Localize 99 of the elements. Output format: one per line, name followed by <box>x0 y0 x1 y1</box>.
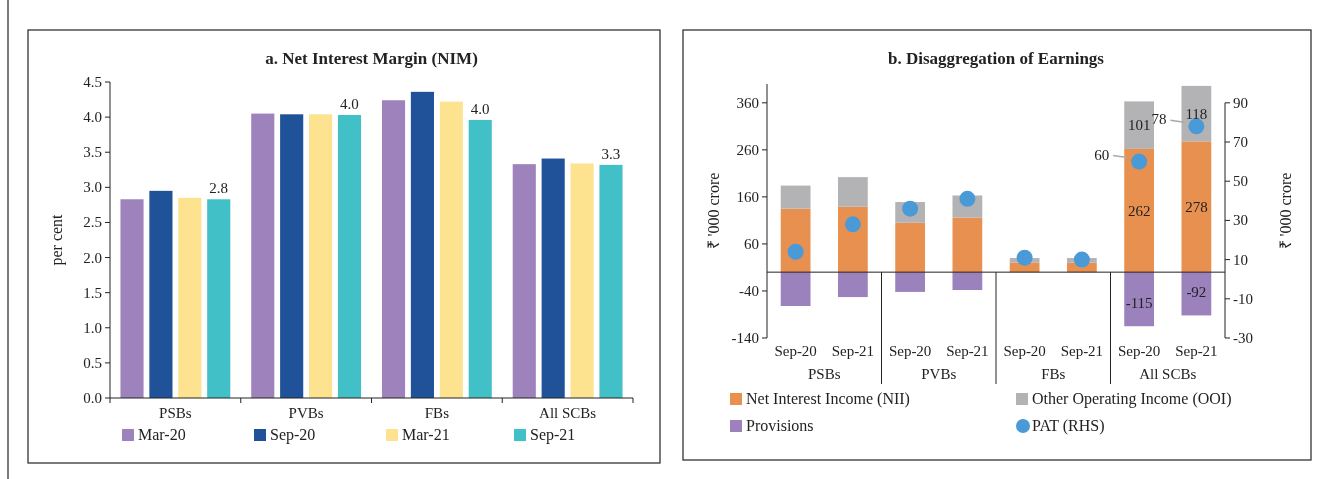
x-tick-label: Sep-21 <box>1060 343 1104 359</box>
data-label: -92 <box>1186 284 1207 301</box>
y-tick-label: 2.0 <box>83 249 102 266</box>
x-tick-label: Sep-20 <box>774 343 817 359</box>
legend-label: Provisions <box>746 417 814 434</box>
bar <box>599 164 623 398</box>
bar <box>120 199 144 398</box>
bar <box>1124 148 1155 273</box>
x-tick-label: Sep-20 <box>1117 343 1161 359</box>
bar <box>837 206 868 273</box>
data-label: 60 <box>1094 146 1110 163</box>
bar <box>780 185 811 209</box>
bar <box>1181 141 1212 273</box>
legend-label: Mar-21 <box>402 426 450 443</box>
point <box>1016 249 1033 266</box>
y-tick-label: 2.5 <box>83 214 102 231</box>
bar <box>541 158 565 398</box>
data-label: 4.0 <box>340 96 359 112</box>
y-tick-label: 3.5 <box>83 144 102 161</box>
bar <box>1181 272 1212 316</box>
bar <box>280 114 304 398</box>
legend-label: PAT (RHS) <box>1032 417 1105 435</box>
y-tick-label: 1.0 <box>83 319 102 336</box>
y-tick-label: 160 <box>736 188 759 205</box>
point <box>1188 118 1205 135</box>
bar <box>381 100 406 398</box>
x-tick-label: All SCBs <box>539 405 597 421</box>
bar <box>952 217 983 273</box>
data-label: 3.3 <box>601 145 621 162</box>
data-label: 4.0 <box>470 100 490 117</box>
bar <box>309 114 333 398</box>
bar <box>149 190 173 398</box>
y-tick-label: 1.5 <box>83 284 102 301</box>
bar <box>410 91 434 398</box>
y2-tick-label: 30 <box>1233 212 1248 229</box>
y-tick-label: 60 <box>744 235 759 252</box>
bar <box>251 113 275 398</box>
data-label: 118 <box>1185 105 1208 122</box>
y2-tick-label: 50 <box>1233 173 1248 190</box>
x-tick-label: Sep-21 <box>831 343 875 359</box>
y-tick-label: 360 <box>736 94 759 111</box>
data-label: 2.8 <box>209 180 229 197</box>
bar <box>468 119 492 398</box>
x-tick-label: Sep-21 <box>1175 343 1218 359</box>
y-tick-label: 0.5 <box>83 354 102 371</box>
y2-axis-title: ₹ '000 crore <box>1277 172 1294 250</box>
bar <box>512 164 536 398</box>
data-label: 278 <box>1185 198 1208 215</box>
y2-tick-label: 10 <box>1233 251 1248 268</box>
x-tick-label: FBs <box>424 405 450 421</box>
y-tick-label: 4.0 <box>83 109 102 126</box>
legend-label: Mar-20 <box>138 426 186 443</box>
y-tick-label: 0.0 <box>83 390 102 406</box>
bar <box>895 272 926 292</box>
bar <box>207 199 231 398</box>
point <box>844 216 861 233</box>
x-tick-label: PVBs <box>288 405 324 421</box>
bar <box>837 272 868 298</box>
bar <box>837 177 868 207</box>
bar <box>439 101 463 398</box>
data-label: 262 <box>1127 202 1151 219</box>
bar <box>952 272 983 291</box>
x-tick-label: Sep-20 <box>1003 343 1046 359</box>
point <box>1131 153 1148 170</box>
text: FBs <box>1041 366 1066 382</box>
point <box>787 243 804 260</box>
text: All SCBs <box>1139 366 1197 382</box>
y2-tick-label: -10 <box>1233 290 1253 307</box>
point <box>1073 251 1090 268</box>
chart-title: a. Net Interest Margin (NIM) <box>265 49 478 68</box>
text: PSBs <box>807 366 841 382</box>
y-axis-title: per cent <box>48 213 66 266</box>
x-tick-label: Sep-21 <box>946 343 989 359</box>
bar <box>178 197 202 398</box>
legend-label: Sep-20 <box>270 426 316 444</box>
y-axis-title: ₹ '000 crore <box>705 172 722 250</box>
y2-tick-label: 70 <box>1233 134 1248 151</box>
legend-label: Other Operating Income (OOI) <box>1032 390 1232 408</box>
bar <box>337 115 362 398</box>
y-tick-label: -40 <box>739 282 759 299</box>
y-tick-label: 3.0 <box>83 179 102 196</box>
y-tick-label: 260 <box>736 141 759 158</box>
data-label: 101 <box>1127 117 1151 134</box>
legend-label: Sep-21 <box>530 426 576 444</box>
bar <box>780 272 811 307</box>
chart-title: b. Disaggregation of Earnings <box>888 49 1105 68</box>
bar <box>1124 272 1155 327</box>
text: PVBs <box>921 366 957 382</box>
y-tick-label: 4.5 <box>83 74 102 90</box>
x-tick-label: PSBs <box>159 405 192 421</box>
bar <box>570 163 594 398</box>
legend-label: Net Interest Income (NII) <box>746 390 910 408</box>
y-tick-label: -140 <box>731 330 759 346</box>
y2-tick-label: 90 <box>1233 94 1248 111</box>
bar <box>895 222 926 273</box>
data-label: -115 <box>1125 295 1153 312</box>
y2-tick-label: -30 <box>1233 330 1253 346</box>
data-label: 78 <box>1151 111 1167 128</box>
x-tick-label: Sep-20 <box>888 343 932 359</box>
